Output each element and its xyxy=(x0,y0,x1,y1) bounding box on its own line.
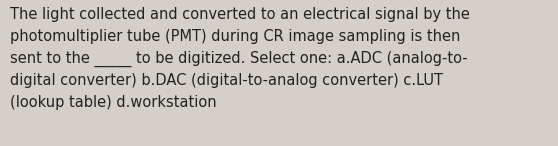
Text: The light collected and converted to an electrical signal by the
photomultiplier: The light collected and converted to an … xyxy=(10,7,470,110)
